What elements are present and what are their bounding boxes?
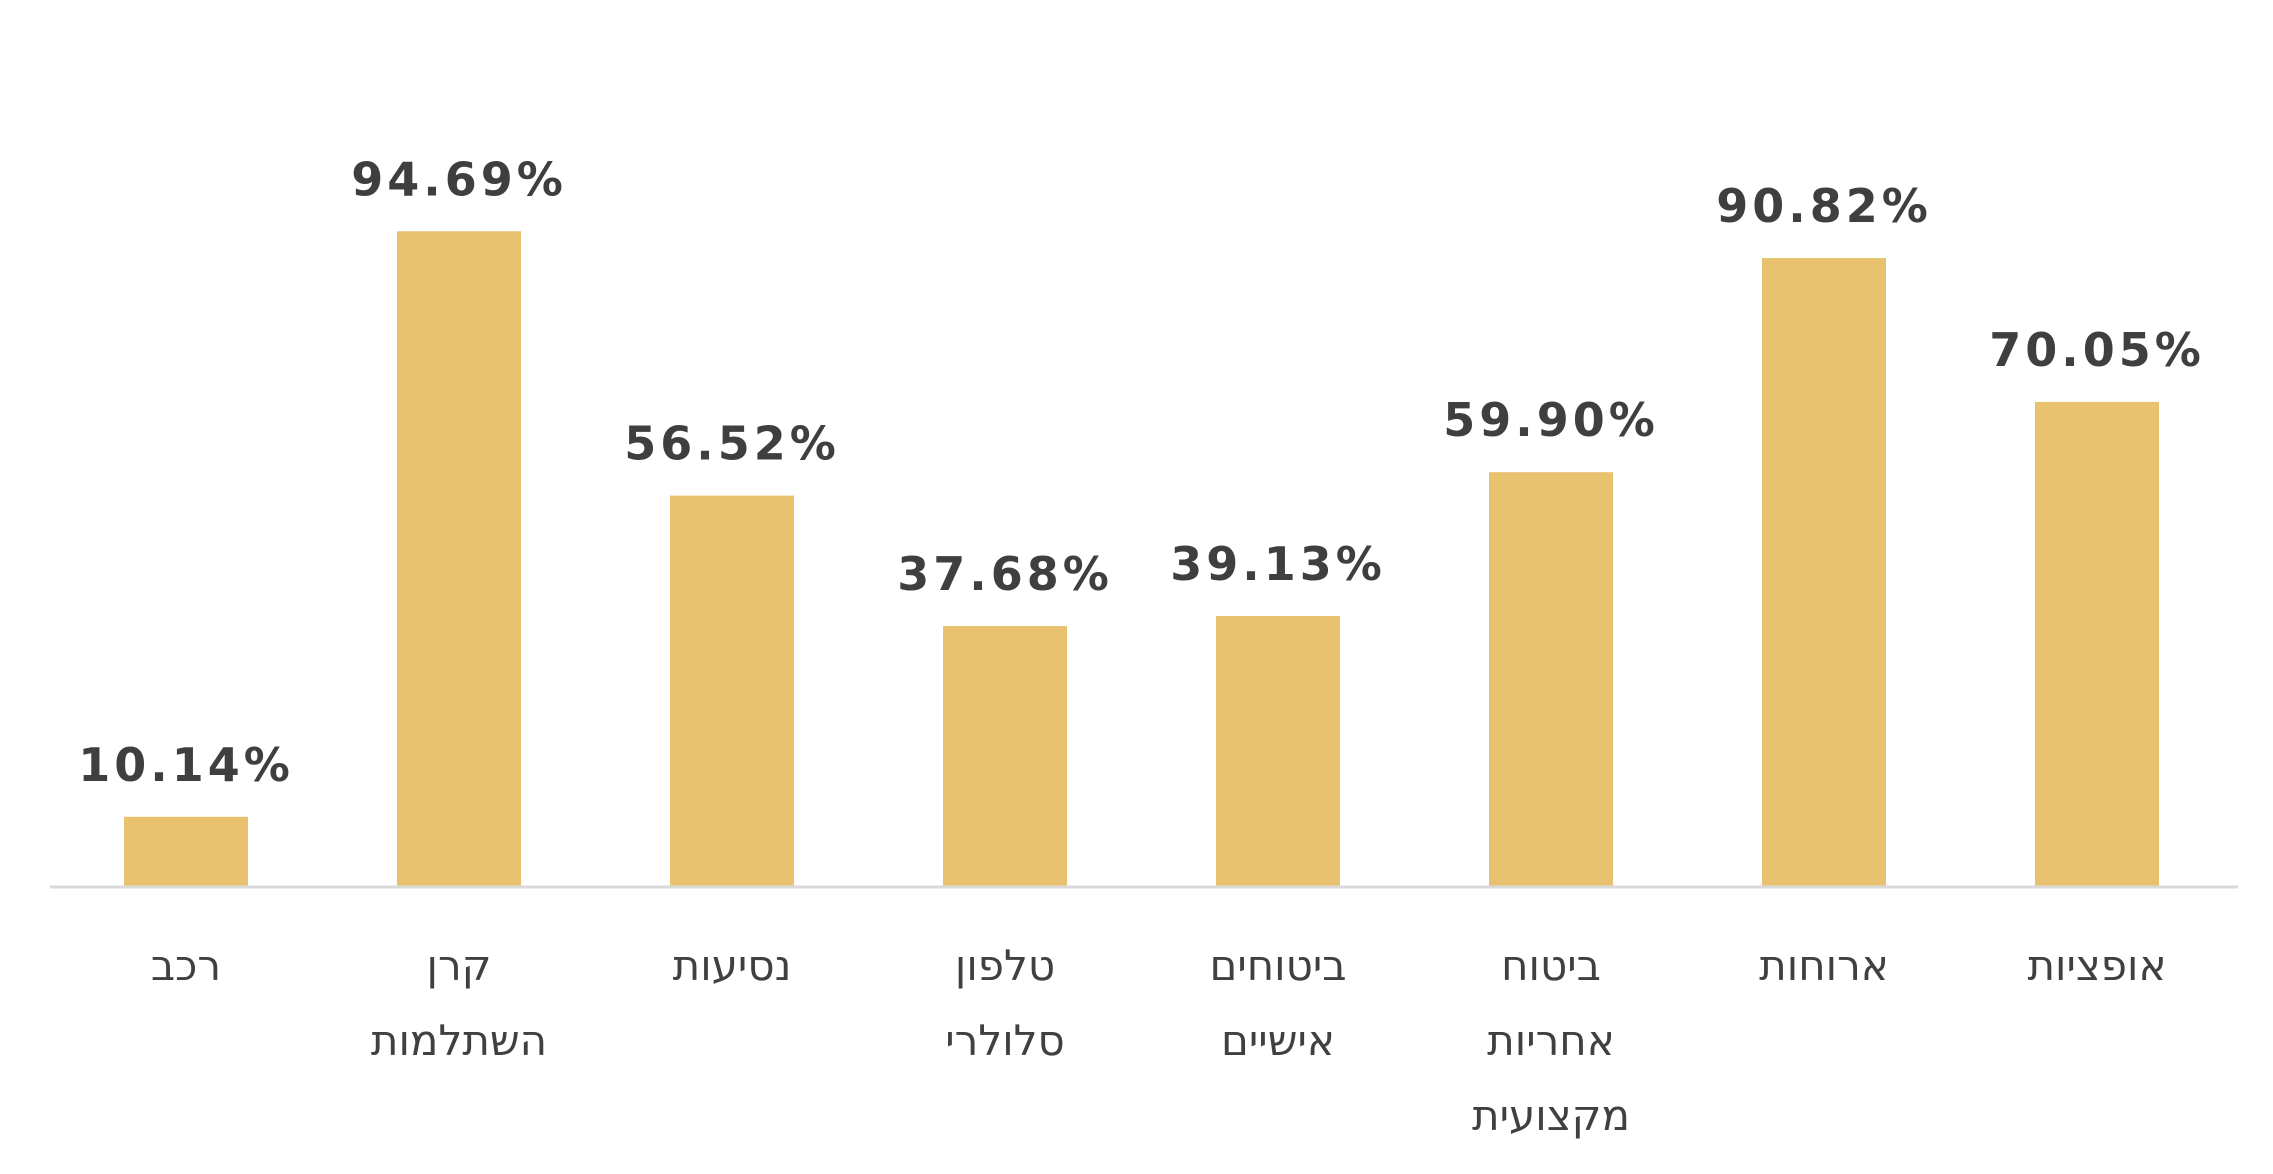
bar-0 (124, 816, 248, 887)
bar-7 (2035, 401, 2159, 887)
bar-5 (1489, 472, 1613, 887)
category-label-3-line-0: טלפון (955, 941, 1055, 990)
category-label-1-line-1: השתלמות (371, 1016, 547, 1065)
value-label-2: 56.52% (624, 417, 840, 471)
value-label-3: 37.68% (897, 547, 1113, 601)
category-label-4-line-0: ביטוחים (1209, 941, 1346, 990)
category-label-4-line-1: אישיים (1221, 1016, 1335, 1065)
value-label-6: 90.82% (1716, 179, 1932, 233)
category-label-6-line-0: ארוחות (1759, 941, 1889, 990)
value-label-4: 39.13% (1170, 537, 1386, 591)
bar-6 (1762, 258, 1886, 887)
category-label-3-line-1: סלולרי (945, 1016, 1065, 1065)
bar-3 (943, 626, 1067, 887)
category-label-5-line-0: ביטוח (1501, 941, 1601, 990)
category-label-1-line-0: קרן (427, 941, 492, 990)
bar-1 (397, 231, 521, 888)
bars-group (124, 231, 2159, 888)
category-label-2-line-0: נסיעות (673, 941, 792, 990)
value-label-1: 94.69% (351, 152, 567, 206)
bar-4 (1216, 616, 1340, 887)
category-labels-group: רכב קרן השתלמות נסיעות טלפון סלולרי ביטוחים איש… (151, 941, 2167, 1140)
category-label-5-line-1: אחריות (1487, 1016, 1615, 1065)
category-label-5-line-2: מקצועית (1472, 1091, 1630, 1140)
value-labels-group: 10.14% 94.69% 56.52% 37.68% 39.13% 59.90% 90.8… (78, 152, 2205, 792)
value-label-5: 59.90% (1443, 393, 1659, 447)
category-label-0-line-0: רכב (151, 941, 221, 990)
category-label-7-line-0: אופציות (2027, 941, 2166, 990)
bar-2 (670, 495, 794, 887)
value-label-7: 70.05% (1989, 323, 2205, 377)
value-label-0: 10.14% (78, 738, 294, 792)
